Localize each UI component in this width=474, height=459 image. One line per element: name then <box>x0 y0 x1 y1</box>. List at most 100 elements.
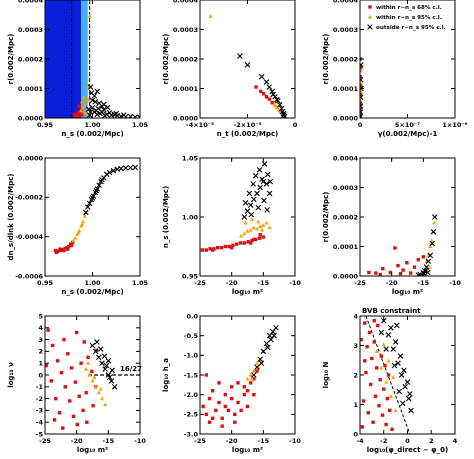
data-point <box>96 390 101 395</box>
data-point <box>59 370 64 375</box>
data-point <box>239 408 243 413</box>
y-tick-label: 0.0000 <box>333 272 359 280</box>
data-point <box>425 258 432 265</box>
data-point <box>378 378 382 382</box>
data-point <box>421 270 427 276</box>
data-point <box>364 370 368 375</box>
data-point <box>88 90 95 96</box>
data-point <box>432 220 437 225</box>
data-point <box>251 368 256 373</box>
y-tick-label: 0.0002 <box>333 55 358 63</box>
data-point <box>81 95 86 99</box>
data-point <box>219 245 224 250</box>
data-point <box>73 235 78 240</box>
data-point <box>204 373 209 377</box>
data-point <box>245 228 250 233</box>
data-point <box>361 399 366 403</box>
data-point <box>77 394 81 398</box>
x-tick-label: 0.95 <box>37 121 54 129</box>
data-point <box>72 112 77 117</box>
data-point <box>248 372 253 377</box>
y-axis-label: log₁₀ ν <box>7 362 15 388</box>
data-point <box>99 176 105 183</box>
data-point <box>368 382 373 387</box>
series-red <box>254 85 274 105</box>
data-point <box>255 361 259 365</box>
data-point <box>121 112 127 118</box>
data-point <box>363 359 367 363</box>
data-point <box>373 394 378 398</box>
data-point <box>360 103 364 109</box>
data-point <box>360 76 364 83</box>
data-point <box>86 112 93 118</box>
data-point <box>380 413 385 417</box>
data-point <box>68 399 72 403</box>
data-point <box>83 209 89 216</box>
data-point <box>391 375 396 379</box>
data-point <box>54 250 59 255</box>
x-tick-label: -10 <box>449 279 461 287</box>
data-point <box>239 233 244 238</box>
x-tick-label: 0 <box>358 121 363 129</box>
data-point <box>90 378 95 383</box>
data-point <box>89 104 96 111</box>
data-point <box>229 385 234 389</box>
data-point <box>427 252 434 259</box>
data-point <box>66 352 70 356</box>
plot-frame <box>199 0 296 119</box>
data-point <box>382 387 386 391</box>
chart-panel-6: -25 -20 -15 -10 0.0000 0.0001 0.0002 0.0003 0.00… <box>322 154 461 296</box>
data-point <box>360 75 363 79</box>
data-point <box>360 94 364 101</box>
x-axis-label: n_s (0.002/Mpc) <box>61 288 123 296</box>
data-point <box>90 369 94 374</box>
data-point <box>427 264 432 269</box>
y-tick-label: 5 <box>38 312 43 320</box>
x-tick-label: 0 <box>293 121 298 129</box>
data-point <box>97 346 104 352</box>
series-black <box>85 84 140 118</box>
data-point <box>103 171 110 178</box>
series-black <box>241 161 274 220</box>
series-red <box>360 319 394 431</box>
data-point <box>254 237 258 242</box>
y-axis-label: r(0.002/Mpc) <box>7 34 15 85</box>
series-black <box>89 339 118 390</box>
data-point <box>386 358 391 363</box>
data-point <box>87 372 92 377</box>
data-point <box>421 255 426 259</box>
y-tick-label: 0.0003 <box>173 26 198 34</box>
confidence-band <box>45 0 82 118</box>
x-tick-label: -4 <box>356 437 364 445</box>
data-point <box>372 340 376 344</box>
data-point <box>208 14 213 18</box>
data-point <box>82 213 87 218</box>
x-axis-label: log₁₀(φ_direct − φ_0) <box>367 446 448 454</box>
data-point <box>94 88 101 95</box>
data-point <box>390 427 394 431</box>
data-point <box>207 420 212 424</box>
y-axis-label: r(0.002/Mpc) <box>322 34 330 85</box>
x-tick-label: 5×10⁻⁷ <box>395 121 420 129</box>
data-point <box>81 219 85 224</box>
data-point <box>378 272 382 276</box>
y-tick-label: 0.0000 <box>173 114 199 122</box>
data-point <box>396 388 402 395</box>
data-point <box>52 418 57 422</box>
data-point <box>264 344 271 351</box>
x-tick-label: -2×10⁻⁵ <box>234 121 262 129</box>
x-tick-label: 1×10⁻⁶ <box>442 121 467 129</box>
data-point <box>223 404 228 409</box>
data-point <box>83 98 88 102</box>
data-point <box>229 245 234 250</box>
data-point <box>264 207 270 213</box>
data-point <box>62 248 66 253</box>
plot-area <box>208 14 288 118</box>
data-point <box>255 226 259 231</box>
data-point <box>66 247 70 251</box>
data-point <box>261 223 266 227</box>
data-point <box>281 113 288 118</box>
data-point <box>271 332 277 339</box>
data-point <box>63 247 67 251</box>
data-point <box>264 171 271 178</box>
